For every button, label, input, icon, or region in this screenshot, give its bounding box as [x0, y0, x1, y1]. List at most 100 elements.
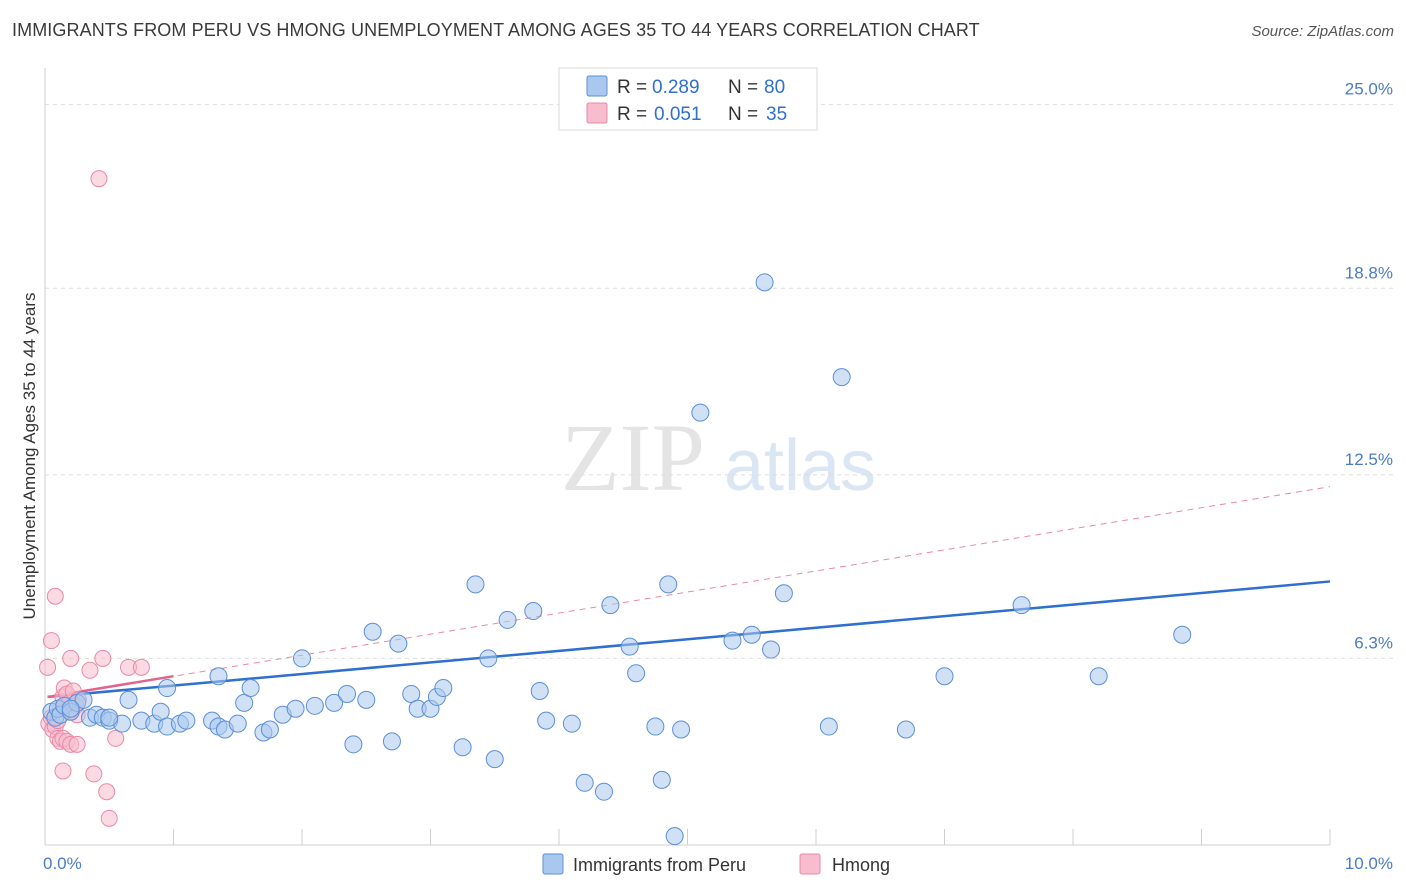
peru-point	[119, 690, 138, 709]
peru-point	[1173, 625, 1192, 644]
peru-point	[344, 735, 363, 754]
hmong-point	[98, 783, 116, 801]
peru-point	[575, 773, 594, 792]
peru-point	[723, 631, 742, 650]
hmong-point	[100, 809, 118, 827]
peru-point	[646, 717, 665, 736]
y-tick-label: 25.0%	[1345, 80, 1393, 99]
y-axis-label: Unemployment Among Ages 35 to 44 years	[20, 293, 39, 620]
watermark-zip: ZIP	[561, 404, 705, 511]
legend-hmong-r-label: R =	[617, 104, 647, 125]
hmong-point	[42, 632, 60, 650]
hmong-point	[132, 658, 150, 676]
peru-point	[485, 750, 504, 769]
peru-point	[382, 732, 401, 751]
peru-point	[620, 637, 639, 656]
peru-point	[819, 717, 838, 736]
peru-point	[1012, 596, 1031, 615]
peru-point	[896, 720, 915, 739]
peru-point	[363, 622, 382, 641]
bottom-legend-swatch-hmong	[799, 853, 821, 875]
peru-point	[742, 625, 761, 644]
hmong-point	[81, 661, 99, 679]
peru-point	[832, 368, 851, 387]
chart-source: Source: ZipAtlas.com	[1251, 23, 1394, 40]
peru-trend-line	[47, 580, 1331, 699]
peru-point	[652, 770, 671, 789]
legend-peru-n-value: 80	[764, 77, 785, 98]
peru-point	[235, 693, 254, 712]
legend-hmong-r-value: 0.051	[654, 104, 702, 125]
peru-point	[434, 679, 453, 698]
chart-title: IMMIGRANTS FROM PERU VS HMONG UNEMPLOYME…	[12, 20, 980, 40]
hmong-trend-extension	[47, 486, 1331, 698]
y-tick-label: 6.3%	[1354, 633, 1393, 652]
peru-point	[177, 711, 196, 730]
peru-point	[530, 682, 549, 701]
trend-lines	[47, 486, 1331, 699]
hmong-point	[90, 170, 108, 188]
hmong-point	[62, 649, 80, 667]
grid-lines	[45, 104, 1395, 659]
x-tick-label: 0.0%	[43, 854, 82, 873]
peru-point	[562, 714, 581, 733]
peru-point	[286, 699, 305, 718]
legend-peru-r-label: R =	[617, 77, 647, 98]
legend-hmong-n-label: N =	[728, 104, 758, 125]
peru-point	[755, 273, 774, 292]
peru-point	[453, 738, 472, 757]
peru-point	[357, 690, 376, 709]
peru-point	[659, 575, 678, 594]
peru-point	[228, 714, 247, 733]
hmong-point	[85, 765, 103, 783]
y-tick-label: 12.5%	[1345, 450, 1393, 469]
x-tick-labels: 0.0% 10.0%	[43, 854, 1393, 873]
peru-point	[1089, 667, 1108, 686]
bottom-legend-swatch-peru	[542, 853, 564, 875]
legend-swatch-peru	[586, 75, 608, 97]
peru-point	[74, 690, 93, 709]
peru-point	[498, 610, 517, 629]
peru-point	[241, 679, 260, 698]
x-tick-label: 10.0%	[1345, 854, 1393, 873]
peru-point	[325, 693, 344, 712]
hmong-point	[39, 658, 57, 676]
peru-point	[691, 403, 710, 422]
peru-point	[665, 827, 684, 846]
peru-point	[293, 649, 311, 668]
bottom-legend: Immigrants from Peru Hmong	[542, 853, 890, 875]
peru-point	[601, 596, 620, 615]
peru-point	[524, 602, 543, 621]
watermark: ZIP atlas	[561, 404, 876, 511]
peru-point	[935, 667, 954, 686]
hmong-point	[46, 587, 64, 605]
peru-point	[466, 575, 485, 594]
peru-point	[762, 640, 781, 659]
peru-point	[305, 696, 324, 715]
peru-point	[402, 684, 421, 703]
peru-point	[337, 684, 356, 703]
peru-point	[61, 699, 80, 718]
peru-point	[479, 649, 498, 668]
y-tick-labels: 6.3% 12.5% 18.8% 25.0%	[1345, 80, 1393, 653]
legend-peru-r-value: 0.289	[652, 77, 700, 98]
peru-point	[389, 634, 408, 653]
hmong-point	[94, 649, 112, 667]
legend-peru-n-label: N =	[728, 77, 758, 98]
peru-point	[158, 679, 177, 698]
hmong-points	[39, 170, 150, 827]
peru-points	[42, 273, 1192, 846]
peru-point	[260, 720, 279, 739]
peru-point	[537, 711, 556, 730]
hmong-point	[54, 762, 72, 780]
hmong-point	[107, 729, 125, 747]
bottom-legend-peru: Immigrants from Peru	[573, 855, 746, 875]
top-legend: R = 0.289 N = 80 R = 0.051 N = 35	[558, 67, 818, 131]
peru-point	[100, 708, 119, 727]
peru-point	[672, 720, 691, 739]
watermark-atlas: atlas	[724, 426, 876, 506]
peru-point	[627, 664, 646, 683]
legend-swatch-hmong	[586, 102, 608, 124]
peru-point	[774, 584, 793, 603]
